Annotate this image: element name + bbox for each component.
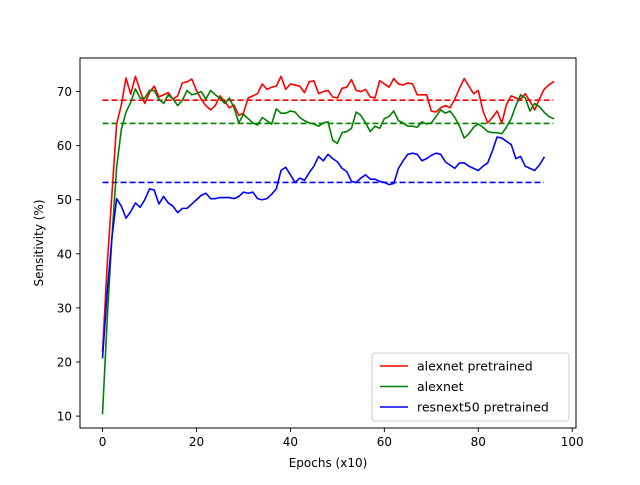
alexnet-series-line — [101, 88, 555, 415]
resnext50-pretrained-series-line — [101, 136, 546, 359]
x-tick-label: 80 — [471, 435, 486, 449]
y-tick-label: 20 — [57, 356, 72, 370]
y-tick-label: 40 — [57, 247, 72, 261]
y-tick-label: 50 — [57, 193, 72, 207]
alexnet-pretrained-series-line — [101, 75, 555, 353]
x-tick-label: 60 — [377, 435, 392, 449]
x-tick-label: 100 — [561, 435, 584, 449]
x-axis-label: Epochs (x10) — [289, 456, 368, 470]
x-axis: 0 20 40 60 80 100 — [99, 428, 584, 449]
x-tick-label: 0 — [99, 435, 107, 449]
legend-label: alexnet — [417, 379, 464, 394]
plot-frame — [79, 57, 577, 429]
legend: alexnet pretrained alexnet resnext50 pretr… — [371, 352, 570, 422]
y-axis-label: Sensitivity (%) — [32, 199, 46, 286]
y-tick-label: 70 — [57, 85, 72, 99]
y-tick-label: 30 — [57, 301, 72, 315]
y-tick-label: 10 — [57, 410, 72, 424]
y-axis: 10 20 30 40 50 60 70 — [57, 85, 80, 424]
legend-box — [371, 352, 570, 422]
x-tick-label: 40 — [283, 435, 298, 449]
legend-label: alexnet pretrained — [417, 359, 533, 374]
legend-label: resnext50 pretrained — [417, 400, 549, 415]
series-lines — [101, 75, 555, 415]
x-tick-label: 20 — [189, 435, 204, 449]
y-tick-label: 60 — [57, 139, 72, 153]
